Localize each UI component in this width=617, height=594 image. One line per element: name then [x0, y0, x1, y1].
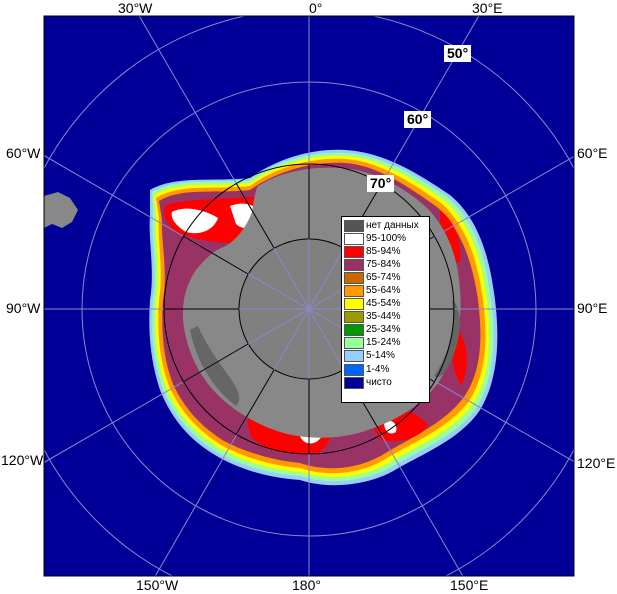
legend-item: 1-4%: [344, 363, 429, 376]
legend-swatch: [344, 363, 364, 376]
legend-item: нет данных: [344, 219, 429, 232]
lat-label-70: 70°: [367, 175, 395, 192]
legend-swatch: [344, 285, 364, 298]
lon-label-180: 180°: [292, 577, 321, 593]
legend-label: 75-84%: [366, 258, 401, 270]
lon-label-150e: 150°E: [450, 577, 489, 593]
legend-item: 75-84%: [344, 258, 429, 271]
legend-item: 15-24%: [344, 337, 429, 350]
lat-label-60: 60°: [404, 111, 432, 128]
legend-swatch: [344, 376, 364, 389]
lon-label-0: 0°: [309, 0, 323, 16]
legend-item: 35-44%: [344, 311, 429, 324]
legend-item: 55-64%: [344, 284, 429, 298]
legend-item: 45-54%: [344, 298, 429, 311]
lon-label-60w: 60°W: [6, 145, 41, 161]
legend-swatch: [344, 311, 364, 324]
legend-item: 95-100%: [344, 232, 429, 245]
lon-label-90e: 90°E: [577, 300, 608, 316]
lon-label-30w: 30°W: [118, 0, 153, 16]
legend-item: 85-94%: [344, 245, 429, 258]
legend-swatch: [344, 219, 364, 232]
lon-label-120e: 120°E: [577, 455, 616, 471]
legend-swatch: [344, 324, 364, 337]
legend-item: 5-14%: [344, 350, 429, 363]
legend-swatch: [344, 271, 364, 284]
legend-swatch: [344, 337, 364, 350]
south-america-landmass: [44, 192, 78, 228]
legend-label: 65-74%: [366, 271, 401, 283]
legend-label: нет данных: [366, 219, 419, 231]
legend-label: 45-54%: [366, 298, 401, 310]
legend-label: 15-24%: [366, 337, 401, 349]
legend-item: 25-34%: [344, 324, 429, 337]
legend-label: 55-64%: [366, 285, 401, 297]
ice-shelf-dark: [190, 326, 240, 406]
lon-label-90w: 90°W: [6, 300, 41, 316]
legend-item: 65-74%: [344, 271, 429, 284]
lon-label-60e: 60°E: [577, 145, 608, 161]
map-frame: [43, 15, 575, 577]
legend-label: чисто: [366, 376, 392, 388]
legend-label: 1-4%: [366, 363, 390, 375]
lat-label-50: 50°: [444, 45, 472, 62]
legend-swatch: [344, 258, 364, 271]
lon-label-150w: 150°W: [136, 577, 179, 593]
legend-label: 35-44%: [366, 311, 401, 323]
lon-label-120w: 120°W: [1, 452, 44, 468]
legend-swatch: [344, 298, 364, 311]
legend-label: 25-34%: [366, 324, 401, 336]
legend-label: 95-100%: [366, 232, 407, 244]
legend-label: 85-94%: [366, 245, 401, 257]
lon-label-30e: 30°E: [472, 0, 503, 16]
legend-label: 5-14%: [366, 350, 395, 362]
legend-item: чисто: [344, 376, 429, 389]
legend: нет данных 95-100% 85-94% 75-84% 65-74% 55-64…: [341, 216, 430, 403]
legend-swatch: [344, 232, 364, 245]
legend-swatch: [344, 350, 364, 363]
legend-swatch: [344, 245, 364, 258]
